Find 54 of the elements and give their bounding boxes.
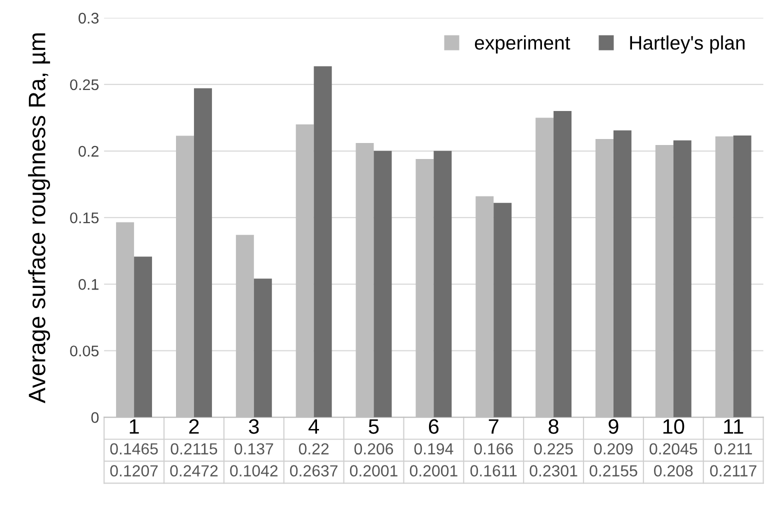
data-label: 0.2472 bbox=[170, 465, 218, 476]
bar bbox=[254, 278, 272, 418]
y-tick-label: 0.15 bbox=[70, 212, 99, 224]
bar bbox=[434, 150, 452, 418]
data-label: 0.1207 bbox=[110, 465, 158, 476]
data-label: 0.166 bbox=[474, 443, 513, 455]
data-label: 0.2001 bbox=[350, 465, 398, 476]
data-label: 0.225 bbox=[534, 443, 573, 455]
y-tick-label: 0.2 bbox=[78, 146, 98, 157]
y-tick-label: 0.3 bbox=[78, 12, 99, 24]
data-label: 0.211 bbox=[714, 443, 752, 455]
data-label: 0.206 bbox=[354, 443, 394, 455]
x-tick-label: 5 bbox=[368, 419, 379, 434]
data-label: 0.2301 bbox=[530, 465, 578, 476]
bar bbox=[554, 110, 572, 418]
bar bbox=[733, 135, 752, 418]
x-tick-label: 8 bbox=[548, 419, 558, 434]
x-tick-label: 10 bbox=[663, 419, 684, 434]
data-label: 0.1465 bbox=[110, 443, 158, 455]
legend-label: experiment bbox=[474, 35, 570, 54]
data-label: 0.2117 bbox=[710, 465, 756, 476]
x-tick-label: 11 bbox=[724, 419, 744, 434]
x-tick-label: 7 bbox=[488, 419, 498, 434]
data-label: 0.2001 bbox=[410, 465, 458, 476]
bar bbox=[673, 140, 692, 418]
data-label: 0.137 bbox=[234, 443, 274, 455]
y-tick-label: 0.05 bbox=[70, 346, 99, 356]
data-label: 0.22 bbox=[298, 443, 329, 455]
bar bbox=[494, 202, 512, 418]
bar bbox=[314, 66, 332, 418]
data-label: 0.1611 bbox=[470, 465, 517, 476]
x-tick-label: 9 bbox=[608, 419, 618, 434]
bar bbox=[613, 130, 632, 418]
data-label: 0.1042 bbox=[230, 465, 278, 476]
bar bbox=[374, 150, 392, 418]
data-label: 0.194 bbox=[414, 443, 454, 455]
x-tick-label: 4 bbox=[308, 419, 320, 434]
legend-label: Hartley's plan bbox=[630, 35, 745, 54]
x-tick-label: 2 bbox=[189, 419, 199, 434]
x-tick-label: 6 bbox=[428, 419, 439, 434]
data-label: 0.208 bbox=[654, 465, 693, 476]
bar bbox=[194, 88, 212, 418]
bar bbox=[134, 256, 152, 418]
data-label: 0.2045 bbox=[650, 443, 698, 455]
y-tick-label: 0 bbox=[91, 412, 99, 423]
y-tick-label: 0.25 bbox=[70, 79, 99, 90]
data-label: 0.2637 bbox=[290, 465, 338, 476]
y-tick-label: 0.1 bbox=[78, 279, 98, 290]
data-label: 0.209 bbox=[594, 443, 633, 455]
x-tick-label: 1 bbox=[130, 419, 139, 434]
data-label: 0.2115 bbox=[170, 443, 218, 455]
data-label: 0.2155 bbox=[590, 465, 638, 476]
x-tick-label: 3 bbox=[248, 419, 259, 434]
y-axis-title: Average surface roughness Ra, µm bbox=[28, 33, 50, 404]
